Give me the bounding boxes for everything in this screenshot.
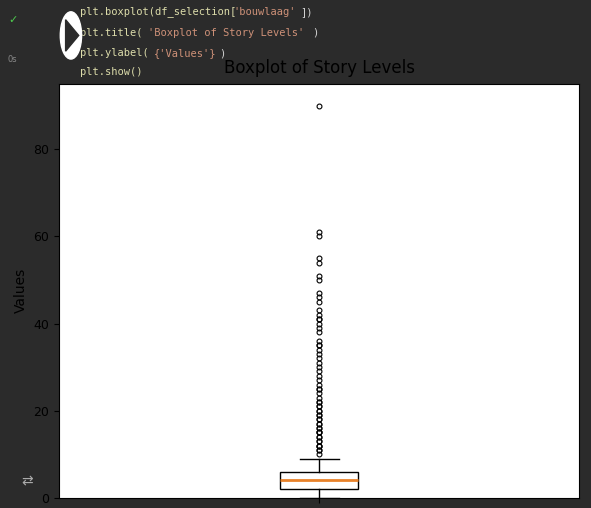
Text: ): ) <box>219 48 225 58</box>
Text: plt.title(: plt.title( <box>80 28 142 38</box>
Text: plt.ylabel(: plt.ylabel( <box>80 48 149 58</box>
Polygon shape <box>66 20 79 51</box>
Text: 0s: 0s <box>8 54 18 64</box>
Text: ]): ]) <box>301 7 313 17</box>
Text: {'Values'}: {'Values'} <box>154 48 217 58</box>
Title: Boxplot of Story Levels: Boxplot of Story Levels <box>223 59 415 77</box>
Text: plt.boxplot(df_selection[: plt.boxplot(df_selection[ <box>80 7 236 17</box>
Text: ): ) <box>312 28 318 38</box>
Y-axis label: Values: Values <box>14 268 28 313</box>
Text: ✓: ✓ <box>8 15 17 25</box>
Text: 'Boxplot of Story Levels': 'Boxplot of Story Levels' <box>148 28 304 38</box>
Text: ⇄: ⇄ <box>21 474 33 488</box>
Circle shape <box>60 12 82 59</box>
Text: plt.show(): plt.show() <box>80 67 142 77</box>
PathPatch shape <box>280 472 358 489</box>
Text: 'bouwlaag': 'bouwlaag' <box>233 7 296 17</box>
